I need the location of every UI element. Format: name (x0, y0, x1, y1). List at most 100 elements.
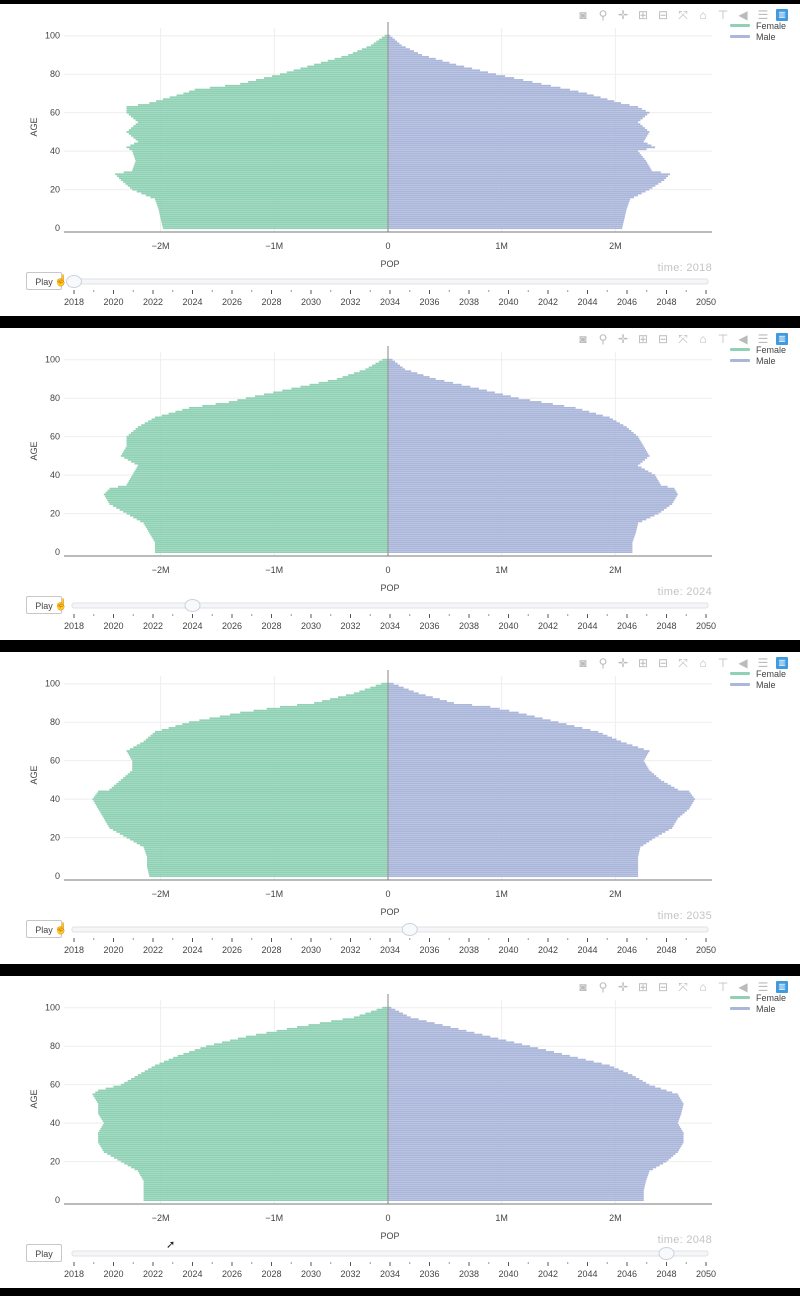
female-bar[interactable] (123, 777, 389, 779)
male-bar[interactable] (388, 859, 639, 862)
male-bar[interactable] (388, 1133, 684, 1136)
legend-item-female[interactable]: Female (730, 992, 786, 1003)
male-bar[interactable] (388, 1079, 643, 1082)
female-bar[interactable] (136, 466, 388, 469)
female-bar[interactable] (118, 177, 389, 179)
female-bar[interactable] (126, 106, 389, 108)
zoom-in-icon[interactable]: ⊞ (637, 656, 649, 670)
male-bar[interactable] (388, 1108, 683, 1111)
female-bar[interactable] (99, 1129, 389, 1132)
male-bar[interactable] (388, 77, 515, 79)
female-bar[interactable] (94, 802, 389, 804)
female-bar[interactable] (143, 1195, 388, 1198)
female-bar[interactable] (327, 379, 388, 382)
male-bar[interactable] (388, 154, 642, 156)
male-bar[interactable] (388, 1116, 680, 1119)
male-bar[interactable] (388, 717, 543, 720)
male-bar[interactable] (388, 487, 675, 490)
female-bar[interactable] (147, 867, 388, 870)
male-bar[interactable] (388, 522, 639, 525)
male-bar[interactable] (388, 1099, 682, 1101)
male-bar[interactable] (388, 472, 652, 475)
male-bar[interactable] (388, 196, 635, 199)
male-bar[interactable] (388, 723, 567, 725)
female-bar[interactable] (144, 422, 388, 425)
male-bar[interactable] (388, 514, 655, 517)
female-bar[interactable] (132, 767, 388, 770)
female-bar[interactable] (136, 518, 388, 521)
male-bar[interactable] (388, 702, 454, 704)
male-bar[interactable] (388, 1016, 411, 1019)
male-bar[interactable] (388, 848, 640, 851)
female-bar[interactable] (159, 1062, 388, 1065)
female-bar[interactable] (143, 1197, 388, 1200)
male-bar[interactable] (388, 372, 418, 375)
female-bar[interactable] (143, 1191, 388, 1194)
male-bar[interactable] (388, 468, 645, 471)
male-bar[interactable] (388, 692, 419, 695)
male-bar[interactable] (388, 1014, 407, 1017)
male-bar[interactable] (388, 414, 603, 417)
female-bar[interactable] (379, 38, 388, 41)
male-bar[interactable] (388, 1151, 678, 1153)
male-bar[interactable] (388, 825, 674, 827)
male-bar[interactable] (388, 792, 691, 795)
zoom-out-icon[interactable]: ⊟ (657, 656, 669, 670)
female-bar[interactable] (127, 1164, 389, 1167)
male-bar[interactable] (388, 403, 553, 405)
male-bar[interactable] (388, 385, 471, 388)
male-bar[interactable] (388, 84, 551, 87)
male-bar[interactable] (388, 1026, 451, 1028)
legend-item-male[interactable]: Male (730, 31, 786, 42)
female-bar[interactable] (128, 132, 389, 135)
female-bar[interactable] (94, 1097, 389, 1100)
male-bar[interactable] (388, 209, 627, 212)
male-bar[interactable] (388, 194, 638, 197)
male-bar[interactable] (388, 1056, 578, 1059)
female-bar[interactable] (128, 129, 389, 131)
slider-track[interactable] (71, 926, 709, 933)
male-bar[interactable] (388, 63, 457, 66)
female-bar[interactable] (373, 42, 388, 45)
male-bar[interactable] (388, 1114, 681, 1117)
female-bar[interactable] (364, 688, 388, 691)
female-bar[interactable] (98, 790, 389, 793)
female-bar[interactable] (134, 470, 388, 473)
male-bar[interactable] (388, 863, 639, 866)
female-bar[interactable] (128, 433, 389, 436)
male-bar[interactable] (388, 439, 641, 442)
female-bar[interactable] (127, 184, 389, 187)
male-bar[interactable] (388, 846, 641, 849)
female-bar[interactable] (134, 462, 388, 465)
male-bar[interactable] (388, 219, 625, 222)
female-bar[interactable] (99, 809, 389, 812)
male-bar[interactable] (388, 82, 542, 85)
female-bar[interactable] (129, 148, 389, 151)
male-bar[interactable] (388, 1045, 531, 1048)
female-bar[interactable] (131, 1166, 389, 1169)
slider-track[interactable] (71, 278, 709, 285)
female-bar[interactable] (129, 748, 389, 751)
female-bar[interactable] (228, 401, 388, 403)
female-bar[interactable] (146, 861, 388, 864)
male-bar[interactable] (388, 98, 608, 101)
female-bar[interactable] (100, 1116, 389, 1119)
female-bar[interactable] (194, 88, 388, 91)
zoom-in-icon[interactable]: ⊞ (637, 980, 649, 994)
female-bar[interactable] (148, 530, 388, 532)
female-bar[interactable] (98, 1103, 389, 1105)
female-bar[interactable] (116, 507, 388, 509)
female-bar[interactable] (114, 1156, 388, 1159)
male-bar[interactable] (388, 221, 624, 224)
male-bar[interactable] (388, 121, 639, 124)
female-bar[interactable] (202, 405, 388, 407)
female-bar[interactable] (128, 113, 389, 116)
female-bar[interactable] (353, 692, 388, 695)
female-bar[interactable] (133, 165, 388, 168)
male-bar[interactable] (388, 788, 678, 791)
spike-lines-icon[interactable]: ⊤ (717, 332, 729, 346)
plotly-logo-icon[interactable]: ▥ (776, 9, 788, 21)
female-bar[interactable] (126, 111, 389, 114)
male-bar[interactable] (388, 1037, 499, 1040)
male-bar[interactable] (388, 526, 638, 529)
